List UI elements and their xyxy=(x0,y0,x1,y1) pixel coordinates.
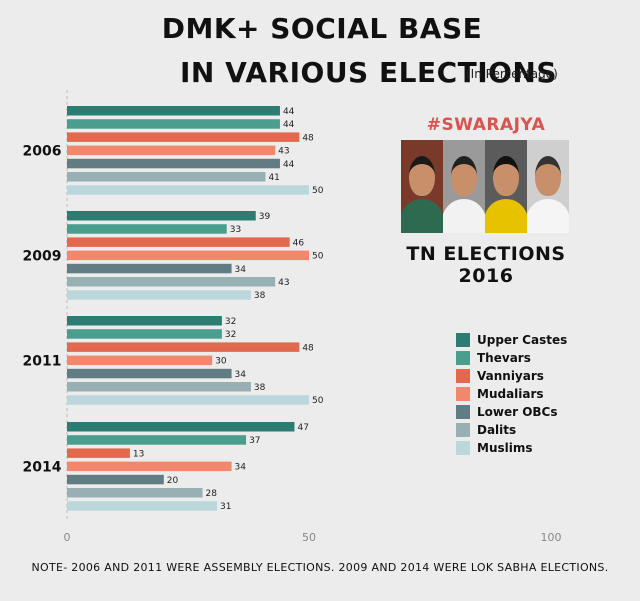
data-label: 38 xyxy=(254,291,266,301)
x-tick-label: 50 xyxy=(302,531,316,544)
legend-label: Dalits xyxy=(477,423,517,437)
category-label: 2009 xyxy=(23,248,62,264)
bar-2006-muslims xyxy=(67,185,309,195)
photo-1 xyxy=(401,140,443,233)
legend-item: Lower OBCs xyxy=(456,403,567,421)
chart-subtitle: (In Percentage) xyxy=(466,67,558,81)
legend-swatch xyxy=(456,405,470,419)
data-label: 48 xyxy=(302,343,314,353)
legend-swatch xyxy=(456,423,470,437)
bar-2011-vanniyars xyxy=(67,342,300,352)
data-label: 50 xyxy=(312,186,324,196)
brand-label: #SWARAJYA xyxy=(426,115,546,135)
legend-label: Muslims xyxy=(477,441,533,455)
legend-swatch xyxy=(456,333,470,347)
bar-2009-mudaliars xyxy=(67,250,309,261)
chart-legend: Upper Castes Thevars Vanniyars Mudaliars Low… xyxy=(456,331,567,457)
bar-2009-vanniyars xyxy=(67,237,290,247)
bar-2014-mudaliars xyxy=(67,461,232,472)
data-label: 37 xyxy=(249,436,260,446)
photo-2 xyxy=(443,140,485,233)
bar-2011-muslims xyxy=(67,395,309,405)
data-label: 46 xyxy=(293,238,305,248)
bar-2009-thevars xyxy=(67,224,227,234)
data-label: 39 xyxy=(259,212,271,222)
legend-label: Thevars xyxy=(477,351,531,365)
photo-3 xyxy=(485,140,527,233)
bar-2011-upper-castes xyxy=(67,316,222,326)
x-tick-label: 100 xyxy=(541,531,562,544)
bar-2006-upper-castes xyxy=(67,106,280,116)
bar-2011-dalits xyxy=(67,382,251,392)
chart-title-line2: IN VARIOUS ELECTIONS xyxy=(180,56,558,89)
bar-2014-lower-obcs xyxy=(67,474,164,485)
data-label: 48 xyxy=(302,133,314,143)
bar-2006-thevars xyxy=(67,119,280,129)
legend-swatch xyxy=(456,387,470,401)
legend-item: Mudaliars xyxy=(456,385,567,403)
data-label: 30 xyxy=(215,357,227,367)
category-label: 2014 xyxy=(23,459,62,475)
data-label: 34 xyxy=(235,370,247,380)
data-label: 32 xyxy=(225,317,236,327)
data-label: 28 xyxy=(206,489,218,499)
data-label: 33 xyxy=(230,225,241,235)
legend-label: Mudaliars xyxy=(477,387,544,401)
category-label: 2006 xyxy=(23,143,62,159)
bar-2009-upper-castes xyxy=(67,211,256,221)
bar-2014-dalits xyxy=(67,488,203,498)
legend-label: Lower OBCs xyxy=(477,405,558,419)
chart-title-line1: DMK+ SOCIAL BASE xyxy=(161,12,483,45)
legend-label: Vanniyars xyxy=(477,369,544,383)
data-label: 13 xyxy=(133,449,144,459)
candidate-photos xyxy=(401,140,569,233)
legend-swatch xyxy=(456,369,470,383)
bar-2009-lower-obcs xyxy=(67,263,232,274)
legend-swatch xyxy=(456,351,470,365)
bar-2009-muslims xyxy=(67,290,251,300)
data-label: 34 xyxy=(235,265,247,275)
category-label: 2011 xyxy=(23,353,62,369)
bar-2011-mudaliars xyxy=(67,355,213,366)
photo-4 xyxy=(527,140,569,233)
bar-2014-upper-castes xyxy=(67,422,295,432)
legend-item: Dalits xyxy=(456,421,567,439)
bar-2014-thevars xyxy=(67,435,247,445)
data-label: 34 xyxy=(235,463,247,473)
legend-swatch xyxy=(456,441,470,455)
data-label: 44 xyxy=(283,107,295,117)
data-label: 44 xyxy=(283,120,295,130)
data-label: 38 xyxy=(254,383,266,393)
data-label: 32 xyxy=(225,330,236,340)
data-label: 41 xyxy=(268,173,279,183)
data-label: 31 xyxy=(220,502,231,512)
data-label: 50 xyxy=(312,252,324,262)
bar-2006-dalits xyxy=(67,172,266,182)
legend-item: Thevars xyxy=(456,349,567,367)
bar-2011-lower-obcs xyxy=(67,368,232,379)
bar-2006-vanniyars xyxy=(67,132,300,142)
legend-item: Vanniyars xyxy=(456,367,567,385)
data-label: 20 xyxy=(167,476,179,486)
election-label: TN ELECTIONS 2016 xyxy=(406,243,566,287)
bar-2009-dalits xyxy=(67,277,276,287)
bar-2014-vanniyars xyxy=(67,448,130,458)
footnote: NOTE- 2006 AND 2011 WERE ASSEMBLY ELECTI… xyxy=(31,561,609,574)
data-label: 43 xyxy=(278,278,289,288)
bar-2006-mudaliars xyxy=(67,145,276,156)
x-tick-label: 0 xyxy=(64,531,71,544)
data-label: 43 xyxy=(278,147,289,157)
bar-2014-muslims xyxy=(67,501,218,511)
legend-label: Upper Castes xyxy=(477,333,568,347)
data-label: 44 xyxy=(283,160,295,170)
legend-item: Muslims xyxy=(456,439,567,457)
bar-2006-lower-obcs xyxy=(67,158,280,169)
data-label: 50 xyxy=(312,396,324,406)
data-label: 47 xyxy=(297,423,308,433)
legend-item: Upper Castes xyxy=(456,331,567,349)
bar-2011-thevars xyxy=(67,329,222,339)
